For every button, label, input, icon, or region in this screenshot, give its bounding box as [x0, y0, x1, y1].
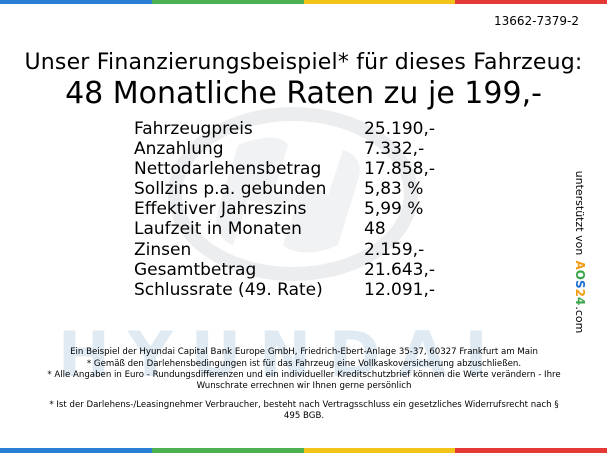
footnote-insurance: * Gemäß den Darlehensbedingungen ist für…	[86, 358, 522, 369]
finance-label: Schlussrate (49. Rate)	[134, 279, 323, 300]
aos24-logo: AOS24	[573, 256, 587, 305]
finance-label: Gesamtbetrag	[134, 259, 257, 280]
side-credit-prefix: unterstützt von	[573, 170, 587, 256]
hyundai-logo-watermark	[168, 107, 418, 281]
footnotes: Ein Beispiel der Hyundai Capital Bank Eu…	[44, 347, 564, 423]
headline: Unser Finanzierungsbeispiel* für dieses …	[24, 50, 583, 75]
aos24-brand: AOS24	[573, 260, 587, 306]
finance-label: Nettodarlehensbetrag	[134, 159, 322, 180]
finance-value: 21.643,-	[364, 259, 436, 280]
side-credit-suffix: .com	[573, 306, 587, 334]
finance-row: Effektiver Jahreszins 5,99 %	[134, 199, 484, 219]
finance-value: 7.332,-	[364, 139, 425, 160]
finance-row: Gesamtbetrag 21.643,-	[134, 260, 484, 280]
finance-row: Laufzeit in Monaten 48	[134, 219, 484, 239]
finance-row: Sollzins p.a. gebunden 5,83 %	[134, 179, 484, 199]
finance-label: Effektiver Jahreszins	[134, 199, 307, 220]
finance-label: Zinsen	[134, 239, 192, 260]
finance-value: 12.091,-	[364, 279, 436, 300]
finance-label: Laufzeit in Monaten	[134, 219, 302, 240]
finance-row: Fahrzeugpreis 25.190,-	[134, 119, 484, 139]
top-color-bar	[0, 0, 607, 4]
finance-label: Sollzins p.a. gebunden	[134, 179, 327, 200]
finance-label: Fahrzeugpreis	[134, 119, 253, 139]
finance-value: 17.858,-	[364, 159, 436, 180]
finance-value: 5,83 %	[364, 179, 424, 200]
bottom-color-bar	[0, 448, 607, 453]
finance-value: 5,99 %	[364, 199, 424, 220]
side-credit: unterstützt von AOS24 .com	[570, 168, 590, 336]
finance-row: Anzahlung 7.332,-	[134, 139, 484, 159]
finance-table: Fahrzeugpreis 25.190,- Anzahlung 7.332,-…	[134, 119, 484, 300]
reference-number: 13662-7379-2	[493, 14, 579, 28]
footnote-amounts: * Alle Angaben in Euro - Rundungsdiffere…	[47, 370, 561, 391]
finance-row: Schlussrate (49. Rate) 12.091,-	[134, 280, 484, 300]
finance-row: Zinsen 2.159,-	[134, 240, 484, 260]
finance-row: Nettodarlehensbetrag 17.858,-	[134, 159, 484, 179]
finance-label: Anzahlung	[134, 139, 224, 160]
footnote-lender: Ein Beispiel der Hyundai Capital Bank Eu…	[70, 347, 538, 357]
finance-value: 25.190,-	[364, 119, 436, 139]
finance-value: 48	[364, 219, 386, 240]
monthly-rate-headline: 48 Monatliche Raten zu je 199,-	[65, 76, 542, 111]
hyundai-wordmark-watermark: HYUNDAI	[58, 318, 506, 391]
finance-value: 2.159,-	[364, 239, 425, 260]
footnote-withdrawal: * Ist der Darlehens-/Leasingnehmer Verbr…	[49, 400, 559, 421]
